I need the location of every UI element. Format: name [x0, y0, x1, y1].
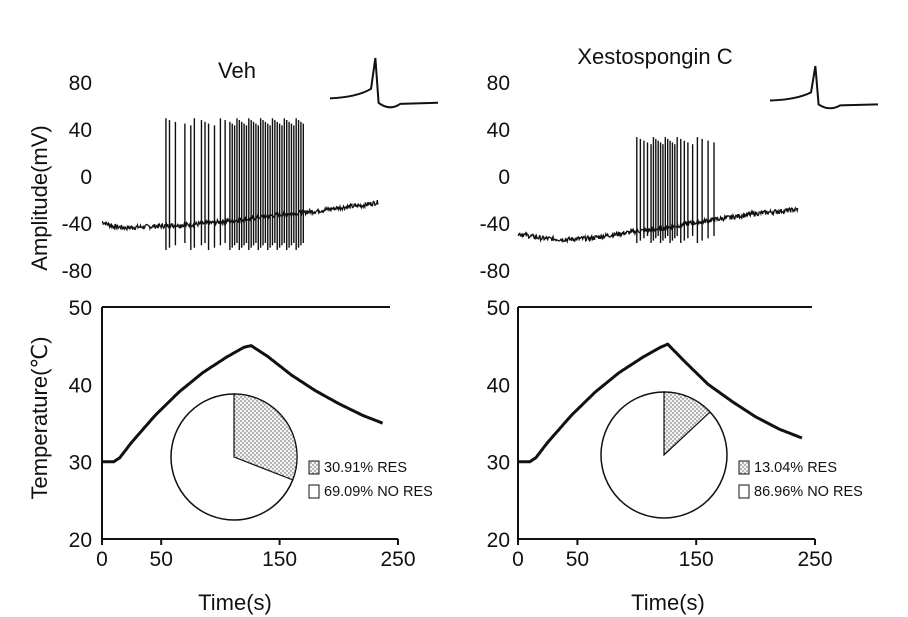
amplitude-tick-label: -40 — [480, 213, 510, 236]
panel-veh: Veh 80 40 0 -40 -80 50 40 30 20 0 50 150 250 Time(… — [62, 57, 439, 615]
amplitude-tick-label: -80 — [480, 260, 510, 283]
temperature-tick-label: 40 — [487, 374, 510, 397]
legend-res-label: 13.04% RES — [754, 460, 837, 476]
temperature-line — [518, 342, 803, 464]
temperature-tick-label: 30 — [487, 452, 510, 475]
pie-legend: 13.04% RES 86.96% NO RES — [738, 460, 863, 500]
pie-slice-res — [663, 391, 711, 457]
amplitude-tick-label: 0 — [80, 166, 92, 189]
pie-slice-res — [233, 393, 298, 481]
legend-res-label: 30.91% RES — [324, 460, 407, 476]
temperature-tick-label: 50 — [69, 297, 92, 320]
legend-no-res-label: 69.09% NO RES — [324, 484, 433, 500]
panel-xestospongin-c: Xestospongin C 80 40 0 -40 -80 50 40 30 20 0 50 1… — [480, 44, 879, 615]
legend-swatch-res — [738, 460, 750, 475]
temperature-tick-label: 50 — [487, 297, 510, 320]
amplitude-tick-label: -40 — [62, 213, 92, 236]
legend-swatch-no-res — [308, 484, 320, 499]
pie-legend: 30.91% RES 69.09% NO RES — [308, 460, 433, 500]
legend-swatch-res — [308, 460, 320, 475]
xlabel: Time(s) — [198, 590, 272, 615]
time-tick-label: 50 — [150, 548, 173, 571]
amplitude-axis-ticks: 80 40 0 -40 -80 — [62, 72, 92, 283]
temperature-axes — [517, 307, 815, 540]
membrane-potential-trace — [517, 137, 799, 244]
membrane-potential-trace — [101, 118, 379, 251]
time-axis-ticks: 0 50 150 250 — [512, 539, 833, 571]
temperature-tick-label: 30 — [69, 452, 92, 475]
time-tick-label: 0 — [512, 548, 524, 571]
amplitude-tick-label: -80 — [62, 260, 92, 283]
amplitude-axis-ticks: 80 40 0 -40 -80 — [480, 72, 510, 283]
amplitude-tick-label: 40 — [69, 119, 92, 142]
response-pie-chart — [600, 391, 728, 519]
panel-title: Veh — [218, 58, 256, 83]
temperature-axis-ticks: 50 40 30 20 — [69, 297, 92, 552]
amplitude-tick-label: 80 — [69, 72, 92, 95]
temperature-axis-ticks: 50 40 30 20 — [487, 297, 510, 552]
temperature-line — [102, 344, 384, 464]
amplitude-tick-label: 40 — [487, 119, 510, 142]
ylabel-amplitude: Amplitude(mV) — [27, 125, 52, 270]
temperature-axes — [101, 307, 398, 540]
amplitude-tick-label: 80 — [487, 72, 510, 95]
time-axis-ticks: 0 50 150 250 — [96, 539, 416, 571]
time-tick-label: 250 — [380, 548, 415, 571]
amplitude-tick-label: 0 — [498, 166, 510, 189]
action-potential-inset — [329, 57, 439, 109]
temperature-tick-label: 20 — [69, 529, 92, 552]
action-potential-waveform — [329, 57, 439, 109]
time-tick-label: 0 — [96, 548, 108, 571]
legend-no-res-label: 86.96% NO RES — [754, 484, 863, 500]
action-potential-waveform — [769, 65, 879, 110]
panel-title: Xestospongin C — [577, 44, 732, 69]
action-potential-inset — [769, 65, 879, 110]
response-pie-chart — [170, 393, 298, 521]
temperature-tick-label: 40 — [69, 374, 92, 397]
time-tick-label: 50 — [566, 548, 589, 571]
xlabel: Time(s) — [631, 590, 705, 615]
temperature-tick-label: 20 — [487, 529, 510, 552]
legend-swatch-no-res — [738, 484, 750, 499]
time-tick-label: 250 — [797, 548, 832, 571]
time-tick-label: 150 — [262, 548, 297, 571]
ylabel-temperature: Temperature(℃) — [27, 337, 52, 500]
time-tick-label: 150 — [679, 548, 714, 571]
